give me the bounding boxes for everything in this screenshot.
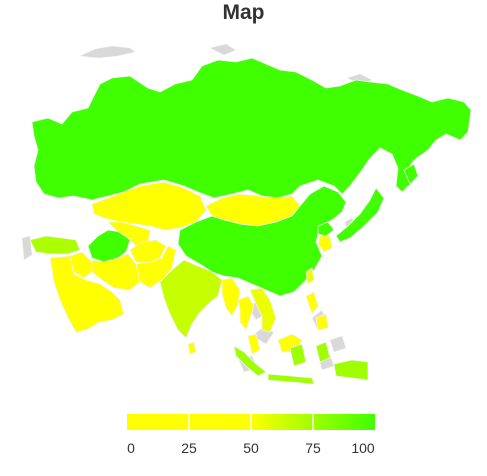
region-pakistan[interactable]	[135, 245, 177, 289]
legend-tick-labels: 0 25 50 75 100	[0, 440, 487, 460]
legend-tick-25: 25	[181, 440, 197, 456]
region-vietnam[interactable]	[249, 287, 277, 333]
region-north-korea[interactable]	[317, 221, 335, 237]
region-north-africa-edge	[21, 235, 33, 261]
region-taiwan[interactable]	[305, 267, 315, 285]
region-myanmar[interactable]	[221, 277, 241, 317]
legend	[127, 414, 375, 430]
region-turkey[interactable]	[29, 235, 81, 255]
legend-tick-100: 100	[351, 440, 375, 456]
region-south-korea[interactable]	[317, 235, 333, 253]
region-sri-lanka[interactable]	[187, 341, 197, 355]
region-iran[interactable]	[89, 253, 141, 291]
legend-tick-75: 75	[305, 440, 321, 456]
region-india[interactable]	[159, 259, 223, 339]
map-title: Map	[222, 1, 265, 24]
country-regions	[29, 57, 472, 385]
region-philippines[interactable]	[305, 291, 329, 331]
legend-tick-0: 0	[127, 440, 135, 456]
region-japan[interactable]	[335, 163, 419, 243]
region-afghanistan[interactable]	[129, 239, 167, 265]
region-thailand[interactable]	[237, 295, 255, 331]
legend-tick-marks	[188, 414, 314, 430]
region-indonesia[interactable]	[233, 341, 369, 385]
region-turkmenistan[interactable]	[87, 229, 131, 263]
region-saudi-arabia[interactable]	[49, 255, 125, 333]
legend-tick-50: 50	[243, 440, 259, 456]
region-russia[interactable]	[31, 57, 472, 201]
region-iraq[interactable]	[69, 251, 93, 279]
